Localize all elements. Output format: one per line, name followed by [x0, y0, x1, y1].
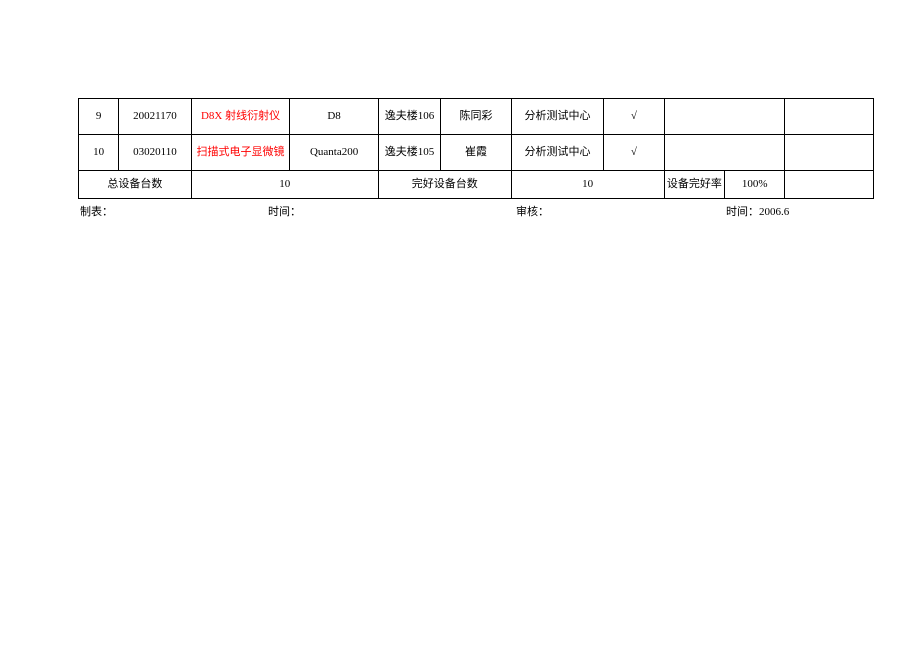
footer-preparer: 制表：	[78, 203, 268, 219]
cell-empty	[664, 99, 785, 135]
summary-value-total: 10	[191, 171, 378, 199]
cell-name: 扫描式电子显微镜	[191, 135, 290, 171]
equipment-table-wrapper: 920021170D8X 射线衍射仪D8逸夫楼106陈同彩分析测试中心√1003…	[78, 98, 874, 199]
summary-value-good: 10	[511, 171, 664, 199]
cell-index: 9	[79, 99, 119, 135]
cell-name: D8X 射线衍射仪	[191, 99, 290, 135]
footer-auditor: 审核：	[516, 203, 726, 219]
cell-person: 陈同彩	[441, 99, 511, 135]
footer-time2: 时间：2006.6	[726, 203, 789, 219]
summary-row: 总设备台数 10 完好设备台数 10 设备完好率 100%	[79, 171, 874, 199]
cell-location: 逸夫楼105	[378, 135, 440, 171]
cell-model: D8	[290, 99, 379, 135]
cell-empty	[664, 135, 785, 171]
footer-row: 制表： 时间： 审核： 时间：2006.6	[78, 199, 874, 219]
cell-model: Quanta200	[290, 135, 379, 171]
equipment-table: 920021170D8X 射线衍射仪D8逸夫楼106陈同彩分析测试中心√1003…	[78, 98, 874, 199]
cell-code: 20021170	[119, 99, 191, 135]
cell-person: 崔霞	[441, 135, 511, 171]
summary-empty	[785, 171, 874, 199]
summary-label-rate: 设备完好率	[664, 171, 724, 199]
cell-dept: 分析测试中心	[511, 99, 604, 135]
cell-check: √	[604, 135, 664, 171]
summary-value-rate: 100%	[725, 171, 785, 199]
table-row: 1003020110扫描式电子显微镜Quanta200逸夫楼105崔霞分析测试中…	[79, 135, 874, 171]
cell-check: √	[604, 99, 664, 135]
cell-index: 10	[79, 135, 119, 171]
cell-dept: 分析测试中心	[511, 135, 604, 171]
footer-time1: 时间：	[268, 203, 516, 219]
summary-label-total: 总设备台数	[79, 171, 192, 199]
table-row: 920021170D8X 射线衍射仪D8逸夫楼106陈同彩分析测试中心√	[79, 99, 874, 135]
cell-location: 逸夫楼106	[378, 99, 440, 135]
summary-label-good: 完好设备台数	[378, 171, 511, 199]
cell-empty	[785, 135, 874, 171]
cell-code: 03020110	[119, 135, 191, 171]
cell-empty	[785, 99, 874, 135]
